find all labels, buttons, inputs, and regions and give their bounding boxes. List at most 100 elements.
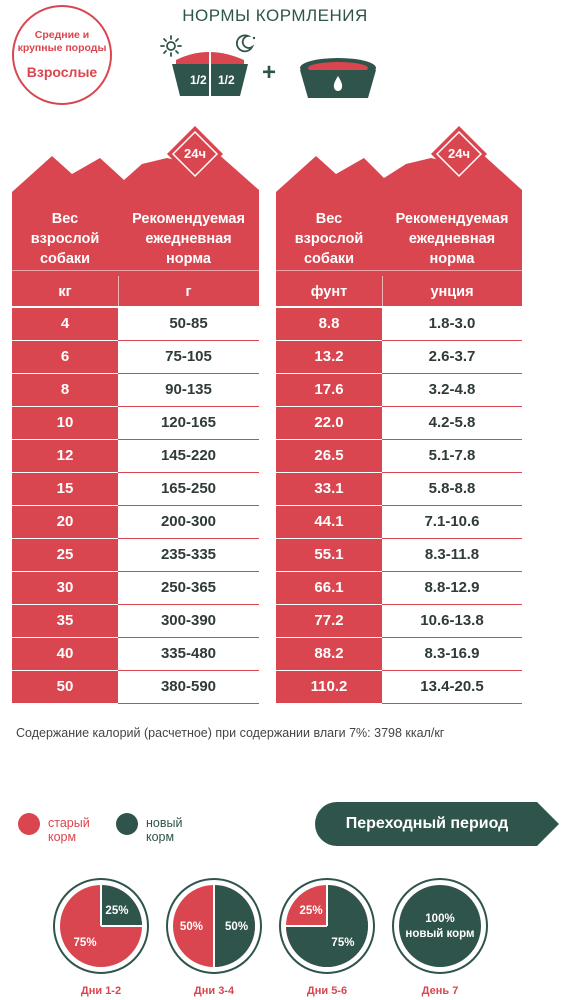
metric-table-row: 25 235-335 — [12, 539, 259, 572]
metric-table-row: 6 75-105 — [12, 341, 259, 374]
transition-pies: 75% 25% Дни 1-2 50% 50% Дни 3-4 25% 75% Дни 5-6 1… — [53, 878, 488, 997]
metric-row-divider — [118, 472, 259, 473]
legend-text: новый — [146, 816, 183, 830]
header-text: собаки — [303, 251, 355, 267]
imperial-24h-tag — [431, 126, 487, 182]
metric-row-divider — [118, 637, 259, 638]
metric-weight-cell: 8 — [12, 374, 118, 406]
legend-text: корм — [146, 830, 175, 844]
metric-amount-cell: 75-105 — [118, 341, 259, 373]
imperial-weight-cell: 110.2 — [276, 671, 382, 703]
metric-amount-cell: 235-335 — [118, 539, 259, 571]
imperial-24h-label: 24ч — [447, 146, 470, 161]
metric-amount-cell: 300-390 — [118, 605, 259, 637]
imperial-col2-header: Рекомендуемая ежедневная норма — [382, 204, 522, 274]
metric-row-divider — [118, 340, 259, 341]
metric-table-row: 8 90-135 — [12, 374, 259, 407]
legend-text: старый — [48, 816, 90, 830]
imperial-row-divider — [382, 406, 522, 407]
pie-new-label: 25% — [105, 905, 128, 917]
moon-icon — [235, 34, 256, 53]
pie-old-label: 25% — [300, 905, 323, 917]
metric-row-divider — [118, 373, 259, 374]
metric-row-divider — [118, 505, 259, 506]
metric-table-row: 4 50-85 — [12, 308, 259, 341]
imperial-table-row: 13.2 2.6-3.7 — [276, 341, 522, 374]
metric-table-row: 50 380-590 — [12, 671, 259, 704]
imperial-table-row: 55.1 8.3-11.8 — [276, 539, 522, 572]
metric-col2-header: Рекомендуемая ежедневная норма — [118, 204, 259, 274]
metric-table-row: 35 300-390 — [12, 605, 259, 638]
metric-weight-cell: 35 — [12, 605, 118, 637]
imperial-weight-cell: 77.2 — [276, 605, 382, 637]
imperial-weight-cell: 33.1 — [276, 473, 382, 505]
imperial-amount-cell: 10.6-13.8 — [382, 605, 522, 637]
imperial-weight-cell: 8.8 — [276, 308, 382, 340]
pie-center-label: новый корм — [405, 928, 474, 940]
imperial-row-divider — [382, 670, 522, 671]
metric-col2-unit: г — [185, 284, 192, 300]
imperial-row-divider — [382, 604, 522, 605]
badge-line-2: крупные породы — [17, 42, 107, 54]
imperial-weight-cell: 13.2 — [276, 341, 382, 373]
metric-24h-tag — [167, 126, 223, 182]
split-bowl-icon: 1/2 1/2 — [172, 48, 248, 98]
metric-amount-cell: 200-300 — [118, 506, 259, 538]
imperial-amount-cell: 1.8-3.0 — [382, 308, 522, 340]
imperial-weight-cell: 17.6 — [276, 374, 382, 406]
imperial-header-shape — [276, 152, 522, 306]
header-text: взрослой — [294, 231, 364, 247]
imperial-row-divider — [382, 472, 522, 473]
imperial-row-divider — [382, 340, 522, 341]
badge-line-1: Средние и — [34, 29, 90, 41]
old-food-dot — [18, 813, 40, 835]
imperial-row-divider — [382, 505, 522, 506]
metric-weight-cell: 40 — [12, 638, 118, 670]
metric-weight-cell: 25 — [12, 539, 118, 571]
old-food-legend: старый корм — [48, 816, 90, 844]
transition-period-banner: Переходный период — [315, 802, 559, 846]
imperial-amount-cell: 7.1-10.6 — [382, 506, 522, 538]
badge-subtitle: Средние и крупные породы — [14, 29, 110, 55]
metric-amount-cell: 120-165 — [118, 407, 259, 439]
metric-table-row: 40 335-480 — [12, 638, 259, 671]
imperial-table-row: 33.1 5.8-8.8 — [276, 473, 522, 506]
pie-slice-new — [101, 885, 142, 926]
breed-badge: Средние и крупные породы Взрослые — [12, 5, 112, 105]
metric-row-divider — [118, 571, 259, 572]
imperial-weight-cell: 66.1 — [276, 572, 382, 604]
metric-row-divider — [118, 538, 259, 539]
banner-arrow-shape — [315, 802, 559, 846]
imperial-row-divider — [382, 571, 522, 572]
metric-table-row: 30 250-365 — [12, 572, 259, 605]
metric-weight-cell: 12 — [12, 440, 118, 472]
new-food-dot — [116, 813, 138, 835]
calorie-footnote: Содержание калорий (расчетное) при содер… — [16, 726, 445, 740]
imperial-table-row: 44.1 7.1-10.6 — [276, 506, 522, 539]
metric-amount-cell: 335-480 — [118, 638, 259, 670]
pie-day-label: Дни 1-2 — [81, 985, 121, 997]
feeding-icons: 1/2 1/2 + — [160, 34, 376, 98]
imperial-amount-cell: 3.2-4.8 — [382, 374, 522, 406]
imperial-amount-cell: 2.6-3.7 — [382, 341, 522, 373]
pie-day-label: Дни 3-4 — [194, 985, 235, 997]
header-text: норма — [429, 251, 475, 267]
metric-row-divider — [118, 604, 259, 605]
imperial-weight-cell: 26.5 — [276, 440, 382, 472]
imperial-weight-cell: 44.1 — [276, 506, 382, 538]
imperial-table-row: 26.5 5.1-7.8 — [276, 440, 522, 473]
metric-row-divider — [118, 406, 259, 407]
metric-weight-cell: 10 — [12, 407, 118, 439]
metric-weight-cell: 4 — [12, 308, 118, 340]
metric-table-row: 10 120-165 — [12, 407, 259, 440]
header-text: Рекомендуемая — [395, 211, 509, 227]
metric-col1-header: Вес взрослой собаки — [12, 204, 118, 274]
half-right: 1/2 — [218, 73, 235, 87]
metric-row-divider — [118, 439, 259, 440]
header-text: Рекомендуемая — [132, 211, 245, 227]
metric-weight-cell: 30 — [12, 572, 118, 604]
imperial-col1-unit: фунт — [310, 284, 348, 300]
imperial-table-row: 66.1 8.8-12.9 — [276, 572, 522, 605]
header-text: норма — [166, 251, 211, 267]
header-text: ежедневная — [145, 231, 232, 247]
